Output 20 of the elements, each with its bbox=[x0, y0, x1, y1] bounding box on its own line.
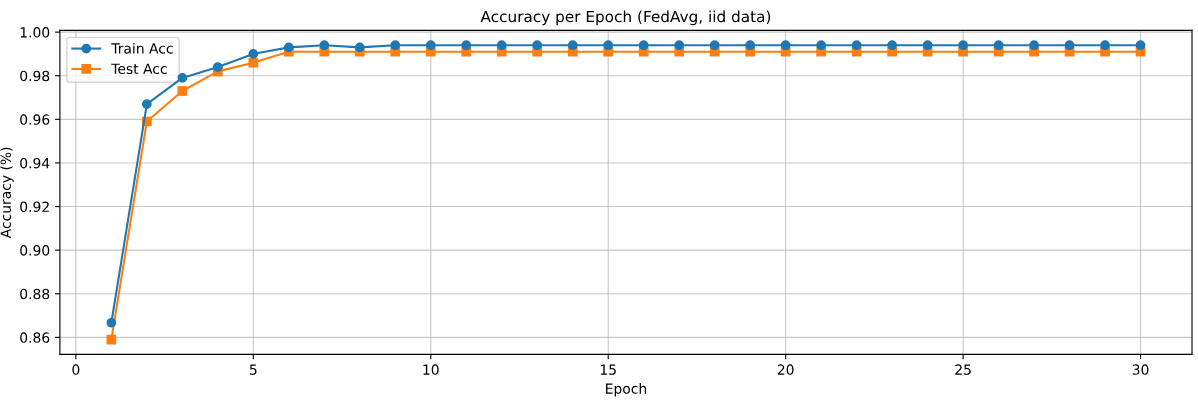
chart-title: Accuracy per Epoch (FedAvg, iid data) bbox=[480, 10, 771, 26]
x-tick-label: 0 bbox=[72, 364, 80, 375]
x-tick-label: 15 bbox=[600, 364, 616, 375]
y-tick-label: 0.94 bbox=[20, 157, 50, 169]
y-tick-label: 0.96 bbox=[20, 114, 50, 125]
y-tick-label: 0.98 bbox=[20, 70, 50, 82]
x-tick-label: 5 bbox=[249, 364, 257, 375]
legend-label: Train Acc bbox=[111, 42, 173, 54]
x-axis-title: Epoch bbox=[606, 383, 647, 397]
y-tick-label: 0.92 bbox=[20, 201, 49, 213]
x-tick-label: 20 bbox=[777, 364, 794, 375]
y-tick-label: 0.90 bbox=[20, 245, 50, 256]
x-tick-label: 10 bbox=[423, 364, 439, 375]
y-tick-label: 0.88 bbox=[20, 288, 50, 300]
y-axis-title: Accuracy (%) bbox=[0, 147, 14, 239]
x-tick-label: 30 bbox=[1132, 364, 1149, 375]
y-tick-label: 1.00 bbox=[20, 27, 50, 38]
x-tick-label: 25 bbox=[955, 364, 971, 375]
y-tick-label: 0.86 bbox=[20, 332, 50, 343]
legend-label: Test Acc bbox=[111, 63, 167, 75]
